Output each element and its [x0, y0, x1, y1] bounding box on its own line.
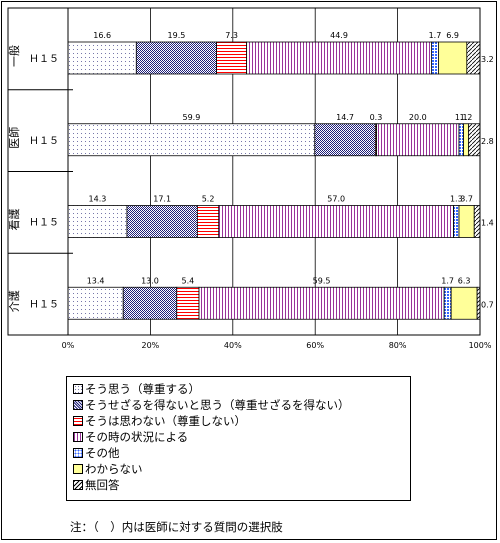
- bar-segment: [443, 286, 452, 320]
- legend-label: その他: [85, 446, 120, 460]
- data-label: 19.5: [168, 31, 186, 40]
- legend-item: わからない: [73, 461, 404, 477]
- x-tick-label: 0%: [62, 341, 75, 350]
- x-tick-label: 60%: [306, 341, 324, 350]
- bar-segment: [468, 123, 481, 157]
- legend-swatch: [73, 416, 83, 426]
- legend-label: わからない: [85, 462, 143, 476]
- data-label: 1.4: [481, 219, 494, 228]
- bars-layer: [67, 41, 481, 320]
- group-label: 介護: [7, 290, 21, 312]
- data-label: 1.2: [460, 113, 473, 122]
- bar-segment: [67, 123, 316, 157]
- x-tick-label: 40%: [224, 341, 242, 350]
- bar-segment: [246, 41, 432, 75]
- bar-segment: [473, 205, 481, 238]
- x-tick-label: 80%: [389, 341, 407, 350]
- bar-segment: [218, 205, 455, 238]
- data-label: 1.7: [429, 31, 442, 40]
- data-label: 13.4: [87, 276, 105, 285]
- data-label: 1.1: [455, 113, 468, 122]
- data-label: 59.9: [182, 113, 200, 122]
- legend-item: その時の状況による: [73, 429, 404, 445]
- group-label: 一般: [8, 45, 21, 67]
- bar-segment: [450, 286, 478, 320]
- legend-item: 無回答: [73, 477, 404, 493]
- x-tick-label: 100%: [469, 341, 492, 350]
- bar-segment: [67, 286, 124, 320]
- row-label: Ｈ１５: [29, 299, 59, 310]
- row-label: Ｈ１５: [29, 54, 59, 65]
- data-label: 59.5: [313, 276, 331, 285]
- bar-segment: [466, 41, 481, 75]
- data-label: 0.3: [370, 113, 383, 122]
- legend-swatch: [73, 432, 83, 442]
- bar-segment: [176, 286, 200, 320]
- bar-segment: [67, 205, 128, 238]
- data-label: 7.3: [225, 31, 238, 40]
- legend-label: そうせざるを得ないと思う（尊重せざるを得ない）: [85, 398, 350, 412]
- data-label: 3.7: [460, 195, 473, 204]
- bar-segment: [198, 286, 445, 320]
- row-label: Ｈ１５: [29, 218, 59, 229]
- legend-swatch: [73, 464, 83, 474]
- data-label: 1.7: [441, 276, 454, 285]
- bar-segment: [458, 205, 475, 238]
- legend-item: そうせざるを得ないと思う（尊重せざるを得ない）: [73, 397, 404, 413]
- data-label: 17.1: [153, 195, 171, 204]
- axis-layer: 0% 20% 40% 60% 80% 100% 一般 Ｈ１５ 医師 Ｈ１５ 看護 Ｈ１５ 介護 Ｈ１５: [7, 7, 492, 350]
- legend-swatch: [73, 400, 83, 410]
- data-label: 57.0: [327, 195, 345, 204]
- data-label: 14.7: [336, 113, 354, 122]
- bar-segment: [453, 205, 460, 238]
- bar-segment: [463, 123, 469, 157]
- bar-segment: [135, 41, 217, 75]
- data-label: 6.3: [458, 276, 471, 285]
- legend-item: そう思う（尊重する）: [73, 381, 404, 397]
- data-label: 20.0: [409, 113, 427, 122]
- data-label: 1.3: [450, 195, 463, 204]
- data-label: 5.2: [202, 195, 215, 204]
- data-label: 5.4: [182, 276, 195, 285]
- bar-segment: [126, 205, 198, 238]
- value-labels-layer: 16.6 19.5 7.3 44.9 1.7 6.9 3.2 59.9 14.7 0.3 20.0 1…: [87, 31, 494, 309]
- bar-segment: [67, 41, 137, 75]
- group-label: 医師: [8, 127, 21, 149]
- bar-segment: [196, 205, 220, 238]
- data-label: 2.8: [481, 137, 494, 146]
- group-label: 看護: [7, 209, 21, 231]
- legend: そう思う（尊重する） そうせざるを得ないと思う（尊重せざるを得ない） そうは思わない…: [66, 376, 411, 501]
- data-label: 14.3: [89, 195, 107, 204]
- legend-label: そうは思わない（尊重しない）: [85, 414, 246, 428]
- x-tick-label: 20%: [142, 341, 160, 350]
- data-label: 13.0: [141, 276, 159, 285]
- bar-segment: [458, 123, 464, 157]
- legend-label: その時の状況による: [85, 430, 189, 444]
- legend-swatch: [73, 384, 83, 394]
- legend-item: その他: [73, 445, 404, 461]
- row-label: Ｈ１５: [29, 136, 59, 147]
- bar-segment: [216, 41, 248, 75]
- legend-label: 無回答: [85, 478, 120, 492]
- legend-label: そう思う（尊重する）: [85, 382, 200, 396]
- legend-swatch: [73, 448, 83, 458]
- bar-segment: [438, 41, 468, 75]
- data-label: 3.2: [481, 55, 494, 64]
- bar-segment: [122, 286, 178, 320]
- data-label: 16.6: [93, 31, 111, 40]
- legend-item: そうは思わない（尊重しない）: [73, 413, 404, 429]
- bar-segment: [376, 123, 460, 157]
- data-label: 44.9: [330, 31, 348, 40]
- chart-note: 注：（ ）内は医師に対する質問の選択肢: [70, 520, 283, 534]
- data-label: 6.9: [446, 31, 459, 40]
- legend-swatch: [73, 480, 83, 490]
- bar-segment: [314, 123, 376, 157]
- data-label: 0.7: [481, 300, 494, 309]
- bar-segment: [431, 41, 439, 75]
